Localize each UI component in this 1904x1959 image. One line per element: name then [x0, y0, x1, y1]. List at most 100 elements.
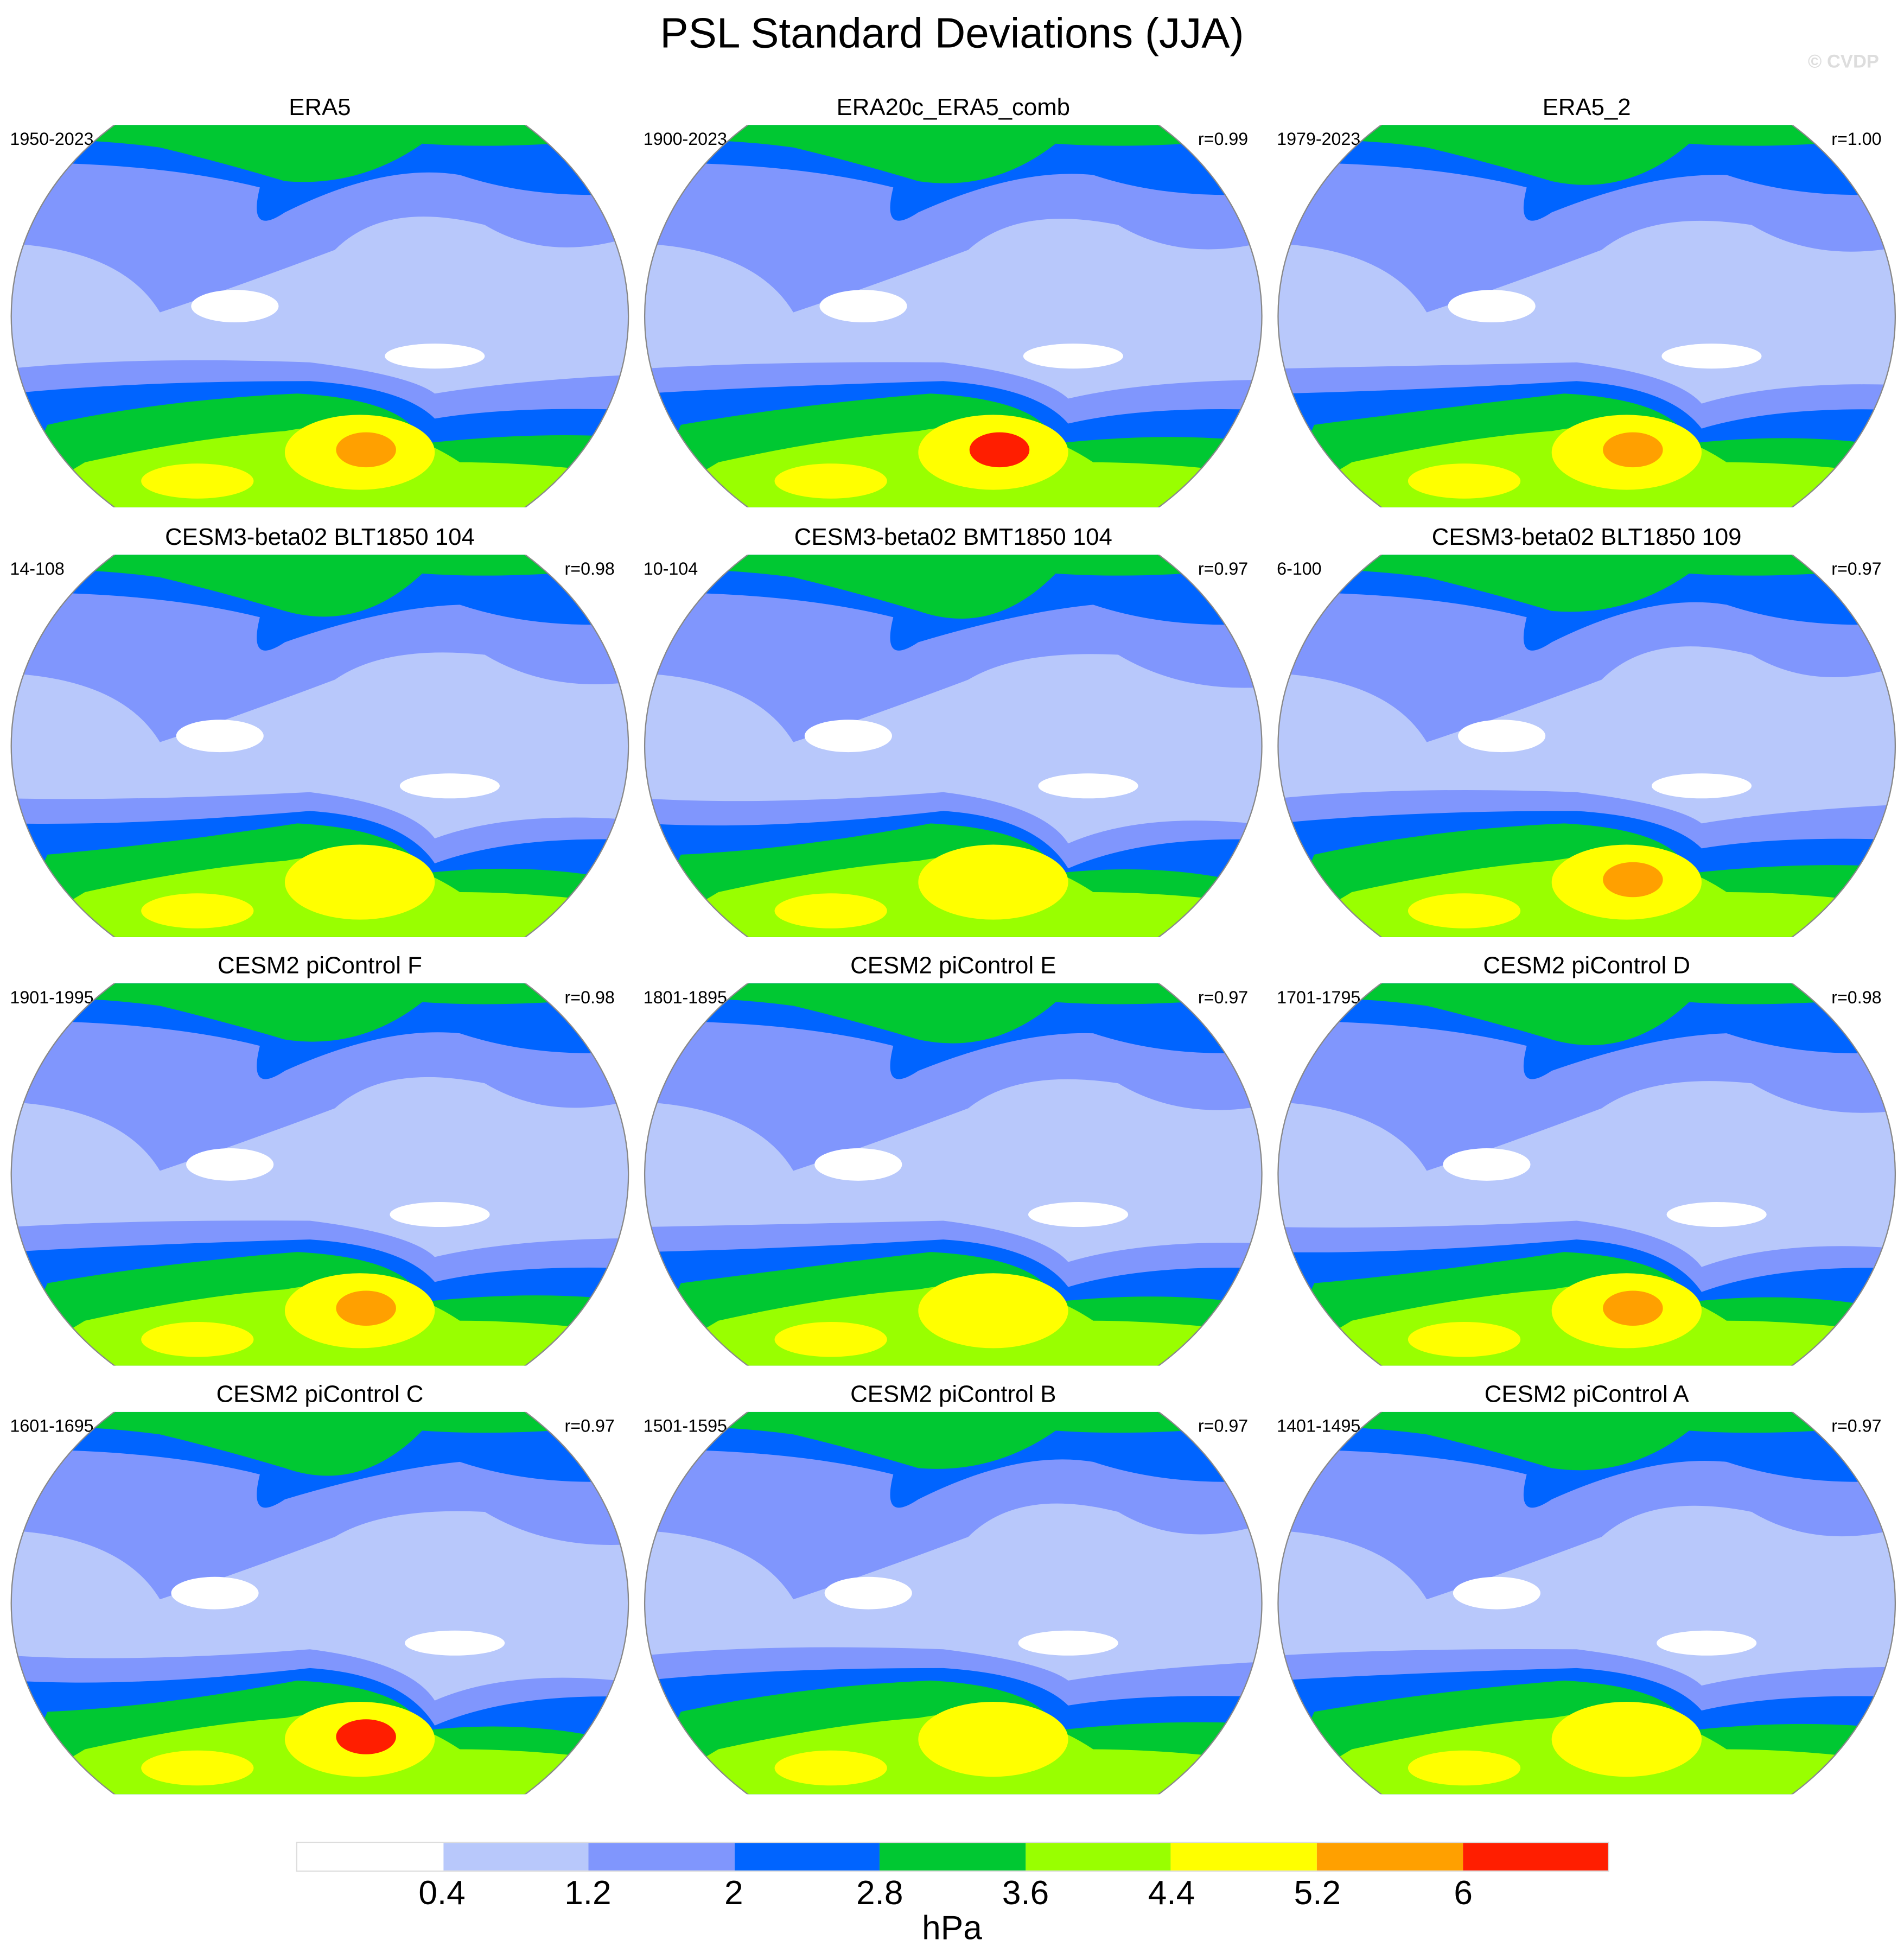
contour-fill — [645, 125, 1262, 507]
panel-correlation: r=0.98 — [1831, 987, 1882, 1007]
map — [644, 983, 1263, 1366]
map-panel: ERA5_2 1979-2023 r=1.00 — [1277, 95, 1896, 520]
panel-period: 14-108 — [10, 558, 65, 579]
contour-peak — [336, 1719, 396, 1754]
contour-level-3.6 — [1278, 555, 1895, 612]
colorbar-swatch — [1171, 1843, 1317, 1871]
contour-level-3.6 — [645, 1411, 1262, 1469]
panel-period: 10-104 — [643, 558, 698, 579]
contour-fill — [11, 983, 629, 1366]
contour-level-5.2 — [141, 463, 254, 499]
panel-correlation: r=0.97 — [1198, 1415, 1249, 1436]
globe-outline — [1277, 125, 1896, 507]
contour-peak — [336, 432, 396, 468]
colorbar-swatch — [734, 1843, 880, 1871]
map — [644, 125, 1263, 507]
map-panel: CESM3-beta02 BMT1850 104 10-104 r=0.97 — [644, 525, 1263, 950]
contour-peak — [1603, 432, 1663, 468]
contour-level-3.6 — [11, 555, 629, 617]
panel-correlation: r=0.98 — [564, 558, 615, 579]
panel-period: 1601-1695 — [10, 1415, 94, 1436]
colorbar-tick-label: 2.8 — [856, 1874, 903, 1912]
panel-correlation: r=0.99 — [1198, 129, 1249, 149]
map — [1277, 983, 1896, 1366]
contour-level-0.4 — [1651, 773, 1752, 799]
colorbar-swatch — [1316, 1843, 1463, 1871]
map — [1277, 555, 1896, 937]
figure-title: PSL Standard Deviations (JJA) — [660, 10, 1244, 58]
contour-peak — [969, 432, 1030, 468]
contour-level-3.6 — [1278, 983, 1895, 1045]
panel-correlation: r=1.00 — [1831, 129, 1882, 149]
contour-fill — [1278, 555, 1895, 937]
colorbar-tick-label: 5.2 — [1294, 1874, 1341, 1912]
contour-level-0.4 — [385, 344, 485, 369]
panel-period: 6-100 — [1277, 558, 1322, 579]
contour-peak — [1603, 1290, 1663, 1326]
contour-level-5.2 — [141, 893, 254, 928]
panel-title: CESM2 piControl A — [1484, 1382, 1689, 1408]
colorbar-swatch — [588, 1843, 735, 1871]
contour-level-5.2 — [1408, 893, 1521, 928]
contour-level-3.6 — [645, 125, 1262, 183]
panel-correlation: r=0.97 — [1198, 987, 1249, 1007]
contour-peak — [1603, 1719, 1663, 1754]
contour-peak — [969, 862, 1030, 898]
colorbar-unit-label: hPa — [922, 1909, 982, 1947]
contour-fill — [1278, 983, 1895, 1366]
panel-correlation: r=0.97 — [1831, 1415, 1882, 1436]
colorbar-tick-label: 4.4 — [1148, 1874, 1195, 1912]
contour-level-5.2 — [774, 893, 887, 928]
panel-title: CESM3-beta02 BMT1850 104 — [794, 525, 1112, 551]
globe-outline — [1277, 1411, 1896, 1795]
contour-level-5.2 — [141, 1322, 254, 1357]
contour-peak — [336, 862, 396, 898]
panel-period: 1501-1595 — [643, 1415, 727, 1436]
map-panel: CESM2 piControl B 1501-1595 r=0.97 — [644, 1382, 1263, 1807]
contour-level-0.4 — [1443, 1148, 1531, 1181]
colorbar-swatch — [443, 1843, 589, 1871]
panel-period: 1401-1495 — [1277, 1415, 1361, 1436]
panel-title: CESM2 piControl F — [217, 953, 422, 980]
panel-title: CESM3-beta02 BLT1850 109 — [1431, 525, 1742, 551]
contour-level-0.4 — [1028, 1202, 1129, 1227]
panel-title: ERA5_2 — [1542, 94, 1631, 122]
contour-peak — [336, 1290, 396, 1326]
colorbar-tick-label: 1.2 — [564, 1874, 612, 1912]
map-panel: CESM2 piControl F 1901-1995 r=0.98 — [10, 953, 629, 1378]
map — [10, 125, 629, 507]
contour-level-5.2 — [774, 1750, 887, 1786]
panel-correlation: r=0.98 — [564, 987, 615, 1007]
map — [10, 555, 629, 937]
panel-title: ERA20c_ERA5_comb — [836, 94, 1071, 122]
contour-level-0.4 — [191, 290, 279, 323]
contour-level-3.6 — [11, 983, 629, 1042]
contour-level-0.4 — [405, 1630, 505, 1656]
contour-fill — [1278, 125, 1895, 507]
contour-level-0.4 — [1023, 344, 1123, 369]
contour-level-0.4 — [390, 1202, 490, 1227]
contour-level-0.4 — [824, 1576, 912, 1610]
contour-level-0.4 — [1038, 773, 1138, 799]
contour-level-5.2 — [1408, 1322, 1521, 1357]
map-panel: ERA5 1950-2023 — [10, 95, 629, 520]
contour-peak — [969, 1290, 1030, 1326]
globe-outline — [10, 125, 629, 507]
globe-outline — [1277, 555, 1896, 937]
panel-title: CESM3-beta02 BLT1850 104 — [165, 525, 475, 551]
contour-fill — [11, 1411, 629, 1795]
contour-level-3.6 — [1278, 1411, 1895, 1471]
map-panel: CESM3-beta02 BLT1850 109 6-100 r=0.97 — [1277, 525, 1896, 950]
colorbar-swatch — [297, 1843, 443, 1871]
panel-period: 1900-2023 — [643, 129, 727, 149]
contour-level-0.4 — [1666, 1202, 1767, 1227]
map-panel: CESM2 piControl E 1801-1895 r=0.97 — [644, 953, 1263, 1378]
contour-level-5.2 — [1408, 1750, 1521, 1786]
globe-outline — [10, 983, 629, 1366]
panel-title: CESM2 piControl E — [850, 953, 1056, 980]
colorbar-tick-label: 2 — [724, 1874, 743, 1912]
contour-fill — [645, 983, 1262, 1366]
globe-outline — [10, 1411, 629, 1795]
colorbar-tick-label: 3.6 — [1002, 1874, 1049, 1912]
